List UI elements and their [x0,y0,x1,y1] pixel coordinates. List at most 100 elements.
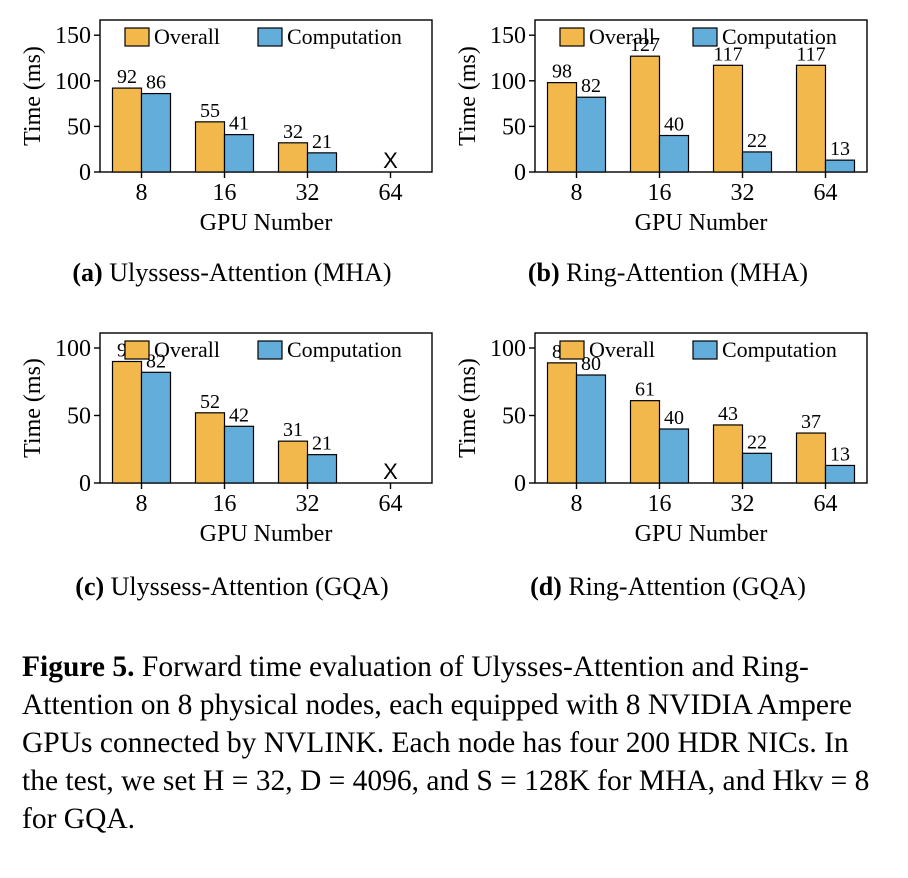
chart-c-bar-computation-16 [223,425,255,484]
chart-c-ytick-label-100: 100 [55,336,91,362]
subcaption-c: (c) Ulyssess-Attention (GQA) [12,572,452,602]
chart-d-bar-computation-32 [741,452,773,484]
chart-d-legend-swatch-overall [559,340,585,360]
chart-b-xtick-label-32: 32 [731,180,755,206]
subcaption-b: (b) Ring-Attention (MHA) [448,258,888,288]
chart-d-label-computation-64: 13 [830,443,850,465]
chart-d-label-computation-32: 22 [747,431,767,453]
chart-d-bar-computation-8 [575,374,607,484]
chart-b-bar-overall-16 [629,55,661,173]
chart-b-frame [534,19,868,173]
chart-c-xtick-label-64: 64 [379,491,403,517]
subcaption-b-text: Ring-Attention (MHA) [566,258,809,287]
chart-d-bar-overall-8 [546,362,578,484]
subcaption-d: (d) Ring-Attention (GQA) [448,572,888,602]
chart-c-xlabel: GPU Number [200,521,333,547]
chart-c-ylabel: Time (ms) [20,358,46,458]
chart-b-ytick-label-150: 150 [490,23,526,49]
chart-d-label-computation-16: 40 [664,407,684,429]
chart-c-label-computation-32: 21 [312,433,332,455]
chart-b-label-computation-64: 13 [830,138,850,160]
chart-d-ylabel: Time (ms) [455,358,481,458]
chart-a-legend-swatch-computation [257,27,283,47]
chart-c-bar-computation-32 [306,454,338,484]
chart-a-bar-computation-32 [306,152,338,173]
chart-b-label-overall-16: 127 [630,34,660,56]
chart-d-label-overall-32: 43 [718,403,738,425]
chart-b-bar-computation-8 [575,96,607,173]
chart-b-label-overall-32: 117 [713,43,742,65]
chart-d-legend-label-overall: Overall [589,337,655,362]
chart-b-xtick-label-16: 16 [648,180,672,206]
chart-d-xtick-label-8: 8 [571,491,583,517]
chart-a-bar-overall-16 [194,121,226,173]
subcaption-a-text: Ulyssess-Attention (MHA) [109,258,392,287]
chart-c-label-computation-8: 82 [146,350,166,372]
subcaption-a: (a) Ulyssess-Attention (MHA) [12,258,452,288]
chart-b-label-computation-32: 22 [747,130,767,152]
chart-a-xtick-label-32: 32 [296,180,320,206]
chart-b-xlabel: GPU Number [635,210,768,236]
chart-a-ytick-label-0: 0 [79,160,91,186]
chart-a-legend-label-computation: Computation [287,24,402,49]
subcaption-a-label: (a) [72,258,103,287]
chart-c-label-computation-16: 42 [229,404,249,426]
chart-d-legend-label-computation: Computation [722,337,837,362]
chart-d-legend-swatch-computation [692,340,718,360]
chart-a-xlabel: GPU Number [200,210,333,236]
chart-d-xtick-label-16: 16 [648,491,672,517]
chart-a-label-computation-32: 21 [312,131,332,153]
chart-d-ytick-label-0: 0 [514,471,526,497]
chart-b-bar-overall-8 [546,82,578,173]
chart-c-label-overall-32: 31 [283,419,303,441]
chart-a-label-overall-32: 32 [283,121,303,143]
chart-d-xtick-label-32: 32 [731,491,755,517]
chart-a-ytick-label-100: 100 [55,69,91,95]
chart-d-bar-computation-64 [824,464,856,484]
chart-a-xtick-label-16: 16 [213,180,237,206]
chart-c-bar-overall-8 [111,360,143,484]
chart-c-xtick-label-16: 16 [213,491,237,517]
subcaption-d-label: (d) [530,572,562,601]
chart-d-frame [534,332,868,484]
chart-c-ytick-label-50: 50 [67,404,91,430]
subcaption-c-label: (c) [75,572,105,601]
figure-caption-label: Figure 5. [22,651,135,683]
chart-a-xtick-label-8: 8 [136,180,148,206]
chart-d-bar-overall-32 [712,424,744,484]
chart-a-label-overall-8: 92 [117,66,137,88]
chart-b-label-overall-8: 98 [552,61,572,83]
chart-c-ytick-label-0: 0 [79,471,91,497]
chart-a-frame [99,19,433,173]
chart-b-ytick-label-0: 0 [514,160,526,186]
chart-c-xtick-label-8: 8 [136,491,148,517]
chart-c-legend-swatch-overall [124,340,150,360]
chart-a-bar-overall-8 [111,87,143,173]
chart-d-label-overall-64: 37 [801,411,821,433]
chart-a-label-computation-8: 86 [146,72,166,94]
chart-b-bar-computation-16 [658,134,690,173]
chart-b-bar-overall-32 [712,64,744,173]
chart-a-legend-swatch-overall [124,27,150,47]
figure-area: 0 50 100 150 Time (ms) 8 92 86 16 55 41 32 32 21 64 X GP… [12,19,888,602]
chart-a-missing-marker-64: X [383,148,398,173]
chart-a-bar-computation-8 [140,92,172,173]
figure-caption: Figure 5. Forward time evaluation of Uly… [22,648,888,838]
chart-d-xtick-label-64: 64 [814,491,838,517]
chart-a-ytick-label-50: 50 [67,114,91,140]
chart-a-bar-computation-16 [223,134,255,173]
chart-c-legend-label-overall: Overall [154,337,220,362]
chart-c-xtick-label-32: 32 [296,491,320,517]
chart-d-ytick-label-50: 50 [502,404,526,430]
chart-b-ylabel: Time (ms) [455,46,481,146]
chart-c-legend-label-computation: Computation [287,337,402,362]
subcaption-b-label: (b) [527,258,560,287]
chart-d-ytick-label-100: 100 [490,336,526,362]
chart-c-missing-marker-64: X [383,459,398,484]
chart-b-bar-overall-64 [795,64,827,173]
figure-caption-text: Forward time evaluation of Ulysses-Atten… [22,651,870,835]
chart-b-label-computation-16: 40 [664,114,684,136]
chart-d-xlabel: GPU Number [635,521,768,547]
chart-b-bar-computation-64 [824,159,856,173]
chart-b-ytick-label-50: 50 [502,114,526,140]
